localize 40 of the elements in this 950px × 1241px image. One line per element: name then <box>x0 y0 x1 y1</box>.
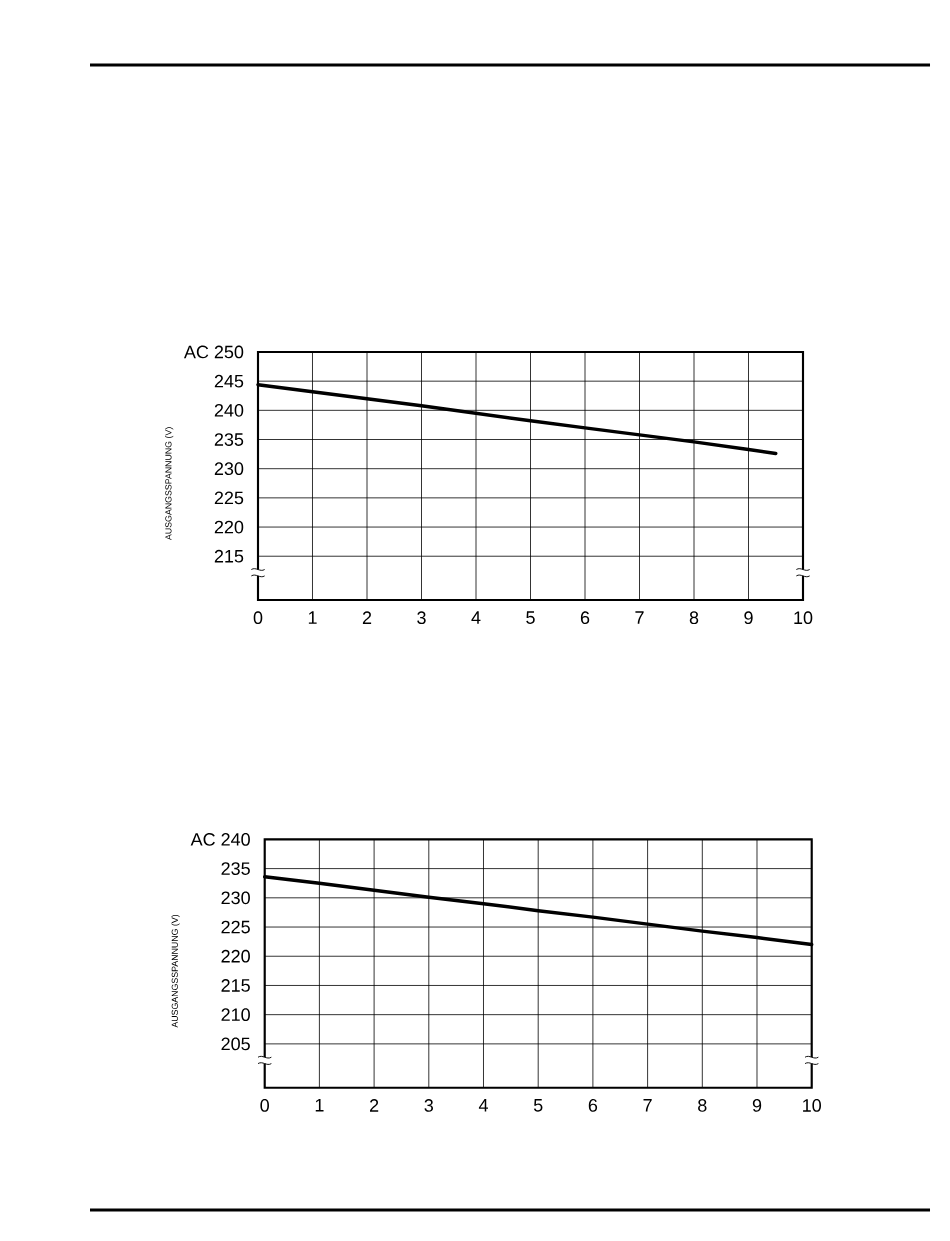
x-tick-label: 5 <box>533 1099 543 1112</box>
x-tick-label: 0 <box>253 611 263 625</box>
x-tick-label: 10 <box>794 611 813 625</box>
y-tick-label: 215 <box>214 549 244 563</box>
x-tick-label: 0 <box>260 1099 269 1112</box>
y-tick-label: 230 <box>214 462 244 476</box>
y-tick-label: 220 <box>221 949 250 963</box>
x-tick-label: 4 <box>471 611 481 624</box>
x-tick-label: 2 <box>362 611 372 624</box>
y-tick-label: AC 240 <box>190 833 250 846</box>
y-tick-label: AC 250 <box>183 345 244 359</box>
x-tick-label: 2 <box>369 1099 379 1112</box>
y-tick-label: 220 <box>214 520 244 534</box>
x-tick-label: 8 <box>698 1099 707 1112</box>
y-tick-label: 215 <box>221 979 250 992</box>
y-axis-title: AUSGANGSSPANNUNG (V) <box>165 427 174 541</box>
y-tick-label: 225 <box>214 491 244 505</box>
x-tick-label: 9 <box>744 611 753 625</box>
x-tick-label: 6 <box>580 611 590 625</box>
y-tick-label: 235 <box>221 862 250 875</box>
x-tick-label: 9 <box>752 1099 762 1112</box>
y-tick-label: 205 <box>221 1037 250 1051</box>
y-tick-label: 225 <box>221 920 250 934</box>
x-tick-label: 8 <box>689 611 699 625</box>
y-tick-label: 210 <box>221 1008 250 1022</box>
x-tick-label: 1 <box>315 1099 324 1112</box>
x-tick-label: 1 <box>308 611 317 624</box>
x-tick-label: 6 <box>588 1099 598 1112</box>
y-axis-title: AUSGANGSSPANNUNG (V) <box>171 914 180 1028</box>
x-tick-label: 7 <box>635 611 644 624</box>
x-tick-label: 4 <box>478 1099 488 1112</box>
y-tick-label: 235 <box>214 433 244 446</box>
x-tick-label: 5 <box>526 611 535 624</box>
y-tick-label: 240 <box>214 403 244 417</box>
x-tick-label: 7 <box>643 1099 652 1112</box>
x-tick-label: 10 <box>803 1099 821 1112</box>
x-tick-label: 3 <box>417 611 426 625</box>
y-tick-label: 230 <box>221 891 250 905</box>
y-tick-label: 245 <box>214 374 244 388</box>
x-tick-label: 3 <box>424 1099 434 1112</box>
